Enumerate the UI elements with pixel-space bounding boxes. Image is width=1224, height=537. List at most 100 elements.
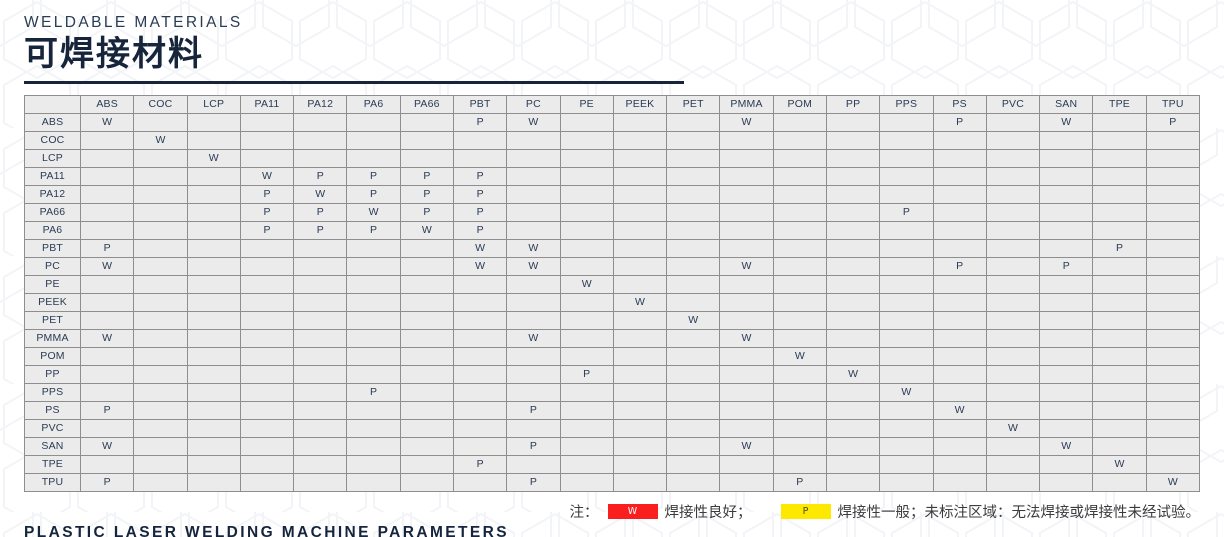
matrix-cell-pa12-pa11: P xyxy=(239,184,295,204)
matrix-cell-san-coc xyxy=(133,436,188,456)
matrix-cell-lcp-pa6 xyxy=(346,148,401,168)
matrix-cell-peek-pp xyxy=(825,292,881,312)
matrix-cell-pbt-pa66 xyxy=(399,238,454,258)
matrix-cell-san-ps xyxy=(932,436,987,456)
matrix-cell-pa11-tpu xyxy=(1145,166,1201,186)
matrix-cell-pa66-pa66: P xyxy=(399,202,454,222)
matrix-cell-abs-pom xyxy=(772,112,827,132)
matrix-cell-pa12-pom xyxy=(772,184,827,204)
matrix-row-header-coc: COC xyxy=(24,130,81,150)
matrix-cell-coc-pa12 xyxy=(293,130,348,150)
matrix-cell-pvc-pa6 xyxy=(346,418,401,438)
matrix-cell-pbt-tpe: P xyxy=(1092,238,1147,258)
matrix-cell-san-pmma: W xyxy=(719,436,774,456)
matrix-cell-pbt-san xyxy=(1039,238,1094,258)
matrix-cell-pc-pa12 xyxy=(293,256,348,276)
matrix-row: TPE P W xyxy=(24,454,1201,474)
matrix-cell-ps-abs: P xyxy=(79,400,135,420)
weldability-matrix-wrapper: ABS COC LCP PA11 PA12 PA6 PA66 PBT PC PE PEEK PET PM… xyxy=(24,94,1201,492)
matrix-cell-pmma-abs: W xyxy=(79,328,135,348)
matrix-cell-pom-pvc xyxy=(985,346,1041,366)
matrix-cell-ps-pc: P xyxy=(506,400,561,420)
weldability-matrix-table: ABS COC LCP PA11 PA12 PA6 PA66 PBT PC PE PEEK PET PM… xyxy=(24,94,1201,492)
matrix-row: PET W xyxy=(24,310,1201,330)
matrix-cell-pet-pbt xyxy=(452,310,508,330)
matrix-col-header-pe: PE xyxy=(559,94,614,114)
matrix-col-header-pa6: PA6 xyxy=(346,94,401,114)
matrix-cell-lcp-pbt xyxy=(452,148,508,168)
matrix-cell-pa6-pvc xyxy=(985,220,1041,240)
matrix-cell-tpe-pps xyxy=(879,454,934,474)
matrix-cell-tpu-pc: P xyxy=(506,472,561,492)
matrix-cell-ps-pe xyxy=(559,400,614,420)
matrix-cell-pvc-pet xyxy=(666,418,721,438)
matrix-cell-pa6-pc xyxy=(506,220,561,240)
matrix-cell-pc-ps: P xyxy=(932,256,987,276)
matrix-cell-pa11-abs xyxy=(79,166,135,186)
matrix-cell-tpu-pe xyxy=(559,472,614,492)
matrix-cell-pa12-pvc xyxy=(985,184,1041,204)
matrix-cell-abs-pet xyxy=(666,112,721,132)
matrix-cell-pp-pmma xyxy=(719,364,774,384)
matrix-cell-abs-pe xyxy=(559,112,614,132)
matrix-cell-pet-pps xyxy=(879,310,934,330)
matrix-cell-tpe-pa12 xyxy=(293,454,348,474)
matrix-cell-peek-pa12 xyxy=(293,292,348,312)
matrix-cell-san-pom xyxy=(772,436,827,456)
matrix-cell-coc-pmma xyxy=(719,130,774,150)
matrix-cell-ps-pbt xyxy=(452,400,508,420)
matrix-cell-pom-tpe xyxy=(1092,346,1147,366)
legend-text-weld-good: 焊接性良好； xyxy=(664,504,752,521)
matrix-cell-pps-pmma xyxy=(719,382,774,402)
matrix-cell-pe-san xyxy=(1039,274,1094,294)
matrix-cell-pmma-pom xyxy=(772,328,827,348)
matrix-cell-tpu-pbt xyxy=(452,472,508,492)
matrix-cell-pps-tpe xyxy=(1092,382,1147,402)
matrix-cell-pbt-pvc xyxy=(985,238,1041,258)
matrix-cell-pp-pvc xyxy=(985,364,1041,384)
matrix-cell-pc-pc: W xyxy=(506,256,561,276)
matrix-cell-pe-pvc xyxy=(985,274,1041,294)
matrix-cell-pvc-pa11 xyxy=(239,418,295,438)
matrix-cell-pmma-pet xyxy=(666,328,721,348)
matrix-cell-san-pe xyxy=(559,436,614,456)
matrix-cell-pa12-pa6: P xyxy=(346,184,401,204)
matrix-cell-pa6-pa6: P xyxy=(346,220,401,240)
matrix-cell-pbt-pom xyxy=(772,238,827,258)
matrix-cell-pom-lcp xyxy=(186,346,241,366)
matrix-cell-tpu-tpu: W xyxy=(1145,472,1201,492)
matrix-cell-pa6-pe xyxy=(559,220,614,240)
matrix-cell-san-peek xyxy=(612,436,668,456)
matrix-cell-pmma-pa12 xyxy=(293,328,348,348)
matrix-cell-pp-pbt xyxy=(452,364,508,384)
matrix-col-header-pa66: PA66 xyxy=(399,94,454,114)
matrix-cell-pps-pa11 xyxy=(239,382,295,402)
matrix-cell-tpu-ps xyxy=(932,472,987,492)
matrix-cell-pmma-lcp xyxy=(186,328,241,348)
matrix-cell-pet-tpe xyxy=(1092,310,1147,330)
matrix-cell-pet-abs xyxy=(79,310,135,330)
matrix-cell-coc-pa11 xyxy=(239,130,295,150)
matrix-row: PPS P W xyxy=(24,382,1201,402)
matrix-cell-pa66-lcp xyxy=(186,202,241,222)
matrix-cell-san-tpe xyxy=(1092,436,1147,456)
matrix-cell-pa66-pp xyxy=(825,202,881,222)
matrix-cell-pa11-pc xyxy=(506,166,561,186)
matrix-cell-pvc-abs xyxy=(79,418,135,438)
matrix-cell-pom-pps xyxy=(879,346,934,366)
matrix-cell-pmma-tpu xyxy=(1145,328,1201,348)
matrix-cell-coc-lcp xyxy=(186,130,241,150)
matrix-cell-pp-pps xyxy=(879,364,934,384)
matrix-cell-pa12-pmma xyxy=(719,184,774,204)
matrix-cell-pe-pa6 xyxy=(346,274,401,294)
matrix-row: COC W xyxy=(24,130,1201,150)
matrix-row: PA12 P W P P P xyxy=(24,184,1201,204)
matrix-cell-pe-tpe xyxy=(1092,274,1147,294)
matrix-cell-pa66-pa6: W xyxy=(346,202,401,222)
matrix-cell-pp-lcp xyxy=(186,364,241,384)
matrix-cell-pmma-tpe xyxy=(1092,328,1147,348)
matrix-cell-pmma-pbt xyxy=(452,328,508,348)
matrix-cell-pps-pp xyxy=(825,382,881,402)
matrix-cell-tpu-abs: P xyxy=(79,472,135,492)
matrix-cell-pa6-peek xyxy=(612,220,668,240)
